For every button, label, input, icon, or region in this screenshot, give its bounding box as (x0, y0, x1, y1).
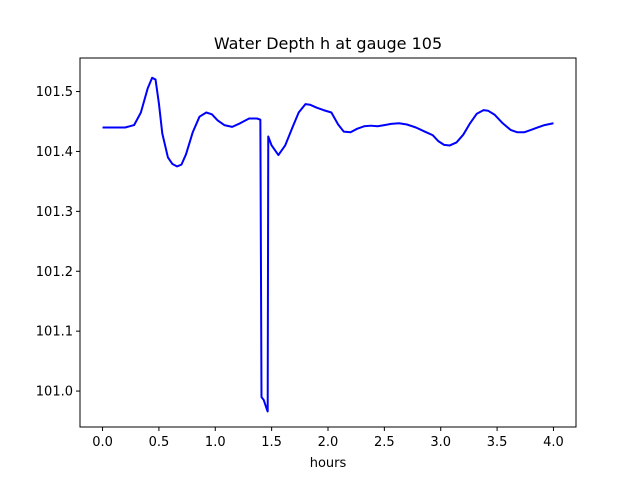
x-tick-label: 3.5 (487, 435, 508, 450)
y-tick-label: 101.5 (36, 85, 73, 100)
y-tick-label: 101.4 (36, 145, 73, 160)
series-line-0 (102, 76, 554, 413)
x-tick-label: 2.5 (374, 435, 395, 450)
chart-title: Water Depth h at gauge 105 (214, 34, 442, 53)
y-tick-label: 101.1 (36, 325, 73, 340)
y-tick-label: 101.0 (36, 385, 73, 400)
x-tick-label: 3.0 (430, 435, 451, 450)
y-axis: 101.0 101.1 101.2 101.3 101.4 101.5 (36, 85, 80, 400)
y-tick-label: 101.2 (36, 265, 73, 280)
x-tick-label: 0.5 (149, 435, 170, 450)
x-axis-label: hours (310, 456, 347, 471)
x-tick-label: 1.5 (261, 435, 282, 450)
x-axis: 0.0 0.5 1.0 1.5 2.0 2.5 3.0 3.5 4.0 (92, 427, 564, 450)
plot-area (102, 76, 554, 413)
x-tick-label: 2.0 (318, 435, 339, 450)
x-tick-label: 0.0 (92, 435, 113, 450)
y-tick-label: 101.3 (36, 205, 73, 220)
x-tick-label: 1.0 (205, 435, 226, 450)
plot-frame (79, 57, 577, 428)
x-tick-label: 4.0 (543, 435, 564, 450)
